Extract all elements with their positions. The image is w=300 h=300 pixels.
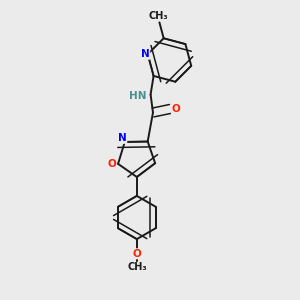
Text: O: O xyxy=(107,159,116,170)
Text: CH₃: CH₃ xyxy=(127,262,147,272)
Text: N: N xyxy=(141,49,150,59)
Text: O: O xyxy=(133,249,141,259)
Text: N: N xyxy=(118,133,127,143)
Text: CH₃: CH₃ xyxy=(148,11,168,21)
Text: O: O xyxy=(171,104,180,114)
Text: HN: HN xyxy=(129,91,147,101)
